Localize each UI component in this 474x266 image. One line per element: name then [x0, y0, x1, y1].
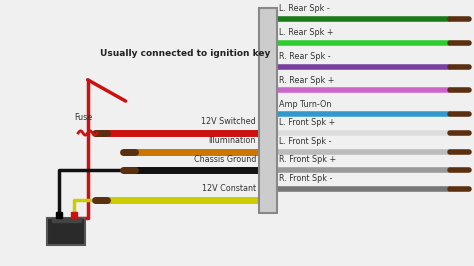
Text: Amp Turn-On: Amp Turn-On — [279, 99, 331, 109]
Text: R. Front Spk +: R. Front Spk + — [279, 155, 337, 164]
Text: Chassis Ground: Chassis Ground — [193, 155, 256, 164]
Text: L. Front Spk +: L. Front Spk + — [279, 118, 336, 127]
Bar — [259, 8, 277, 213]
Text: L. Rear Spk -: L. Rear Spk - — [279, 4, 330, 13]
Text: Usually connected to ignition key: Usually connected to ignition key — [100, 49, 270, 58]
Text: L. Rear Spk +: L. Rear Spk + — [279, 28, 334, 37]
Text: 12V Switched: 12V Switched — [201, 117, 256, 126]
Text: Fuse: Fuse — [74, 113, 92, 122]
Text: R. Rear Spk -: R. Rear Spk - — [279, 52, 331, 61]
Text: 12V Constant: 12V Constant — [202, 184, 256, 193]
Text: Illumination: Illumination — [209, 136, 256, 145]
Bar — [47, 218, 85, 245]
Text: L. Front Spk -: L. Front Spk - — [279, 137, 332, 146]
Text: R. Front Spk -: R. Front Spk - — [279, 174, 333, 183]
Text: R. Rear Spk +: R. Rear Spk + — [279, 76, 335, 85]
